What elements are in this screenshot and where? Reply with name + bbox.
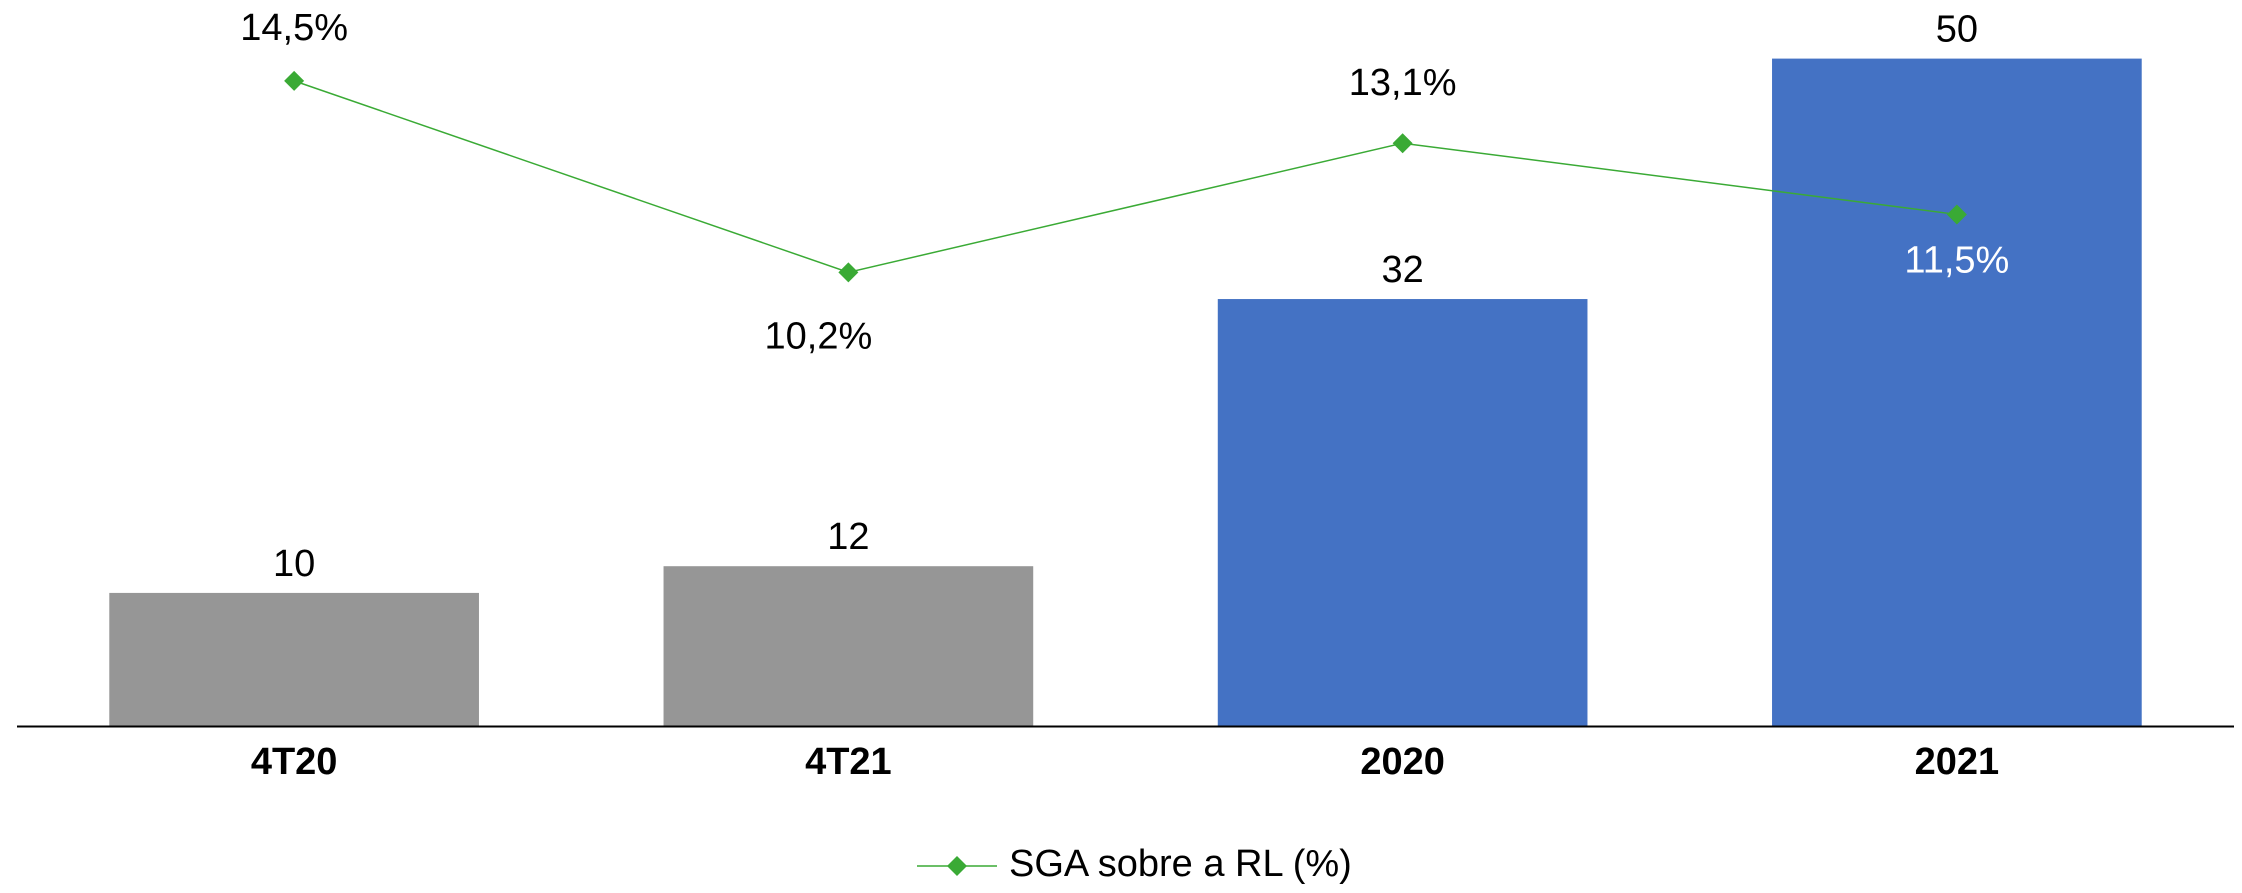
bar-value-label: 12 [827, 516, 869, 558]
x-tick-label: 2021 [1915, 741, 2000, 783]
line-value-label: 13,1% [1349, 62, 1457, 104]
line-value-label: 14,5% [240, 7, 348, 49]
x-tick-label: 4T20 [251, 741, 338, 783]
bar-value-label: 50 [1936, 9, 1978, 51]
bar-value-label: 32 [1381, 249, 1423, 291]
x-tick-label: 2020 [1360, 741, 1445, 783]
legend-label: SGA sobre a RL (%) [1009, 843, 1352, 885]
line-value-label: 11,5% [1904, 239, 2009, 281]
x-tick-label: 4T21 [805, 741, 892, 783]
line-marker [1946, 204, 1967, 225]
bar-value-label: 10 [273, 543, 315, 585]
bar [1772, 58, 2142, 727]
line-value-label: 10,2% [765, 315, 873, 357]
bar [663, 566, 1034, 727]
bar [109, 592, 479, 727]
line-marker [284, 70, 305, 91]
line-marker [838, 262, 859, 283]
line-marker [1392, 133, 1413, 154]
legend-marker [947, 856, 967, 876]
line [293, 80, 1957, 274]
bar [1217, 299, 1588, 727]
